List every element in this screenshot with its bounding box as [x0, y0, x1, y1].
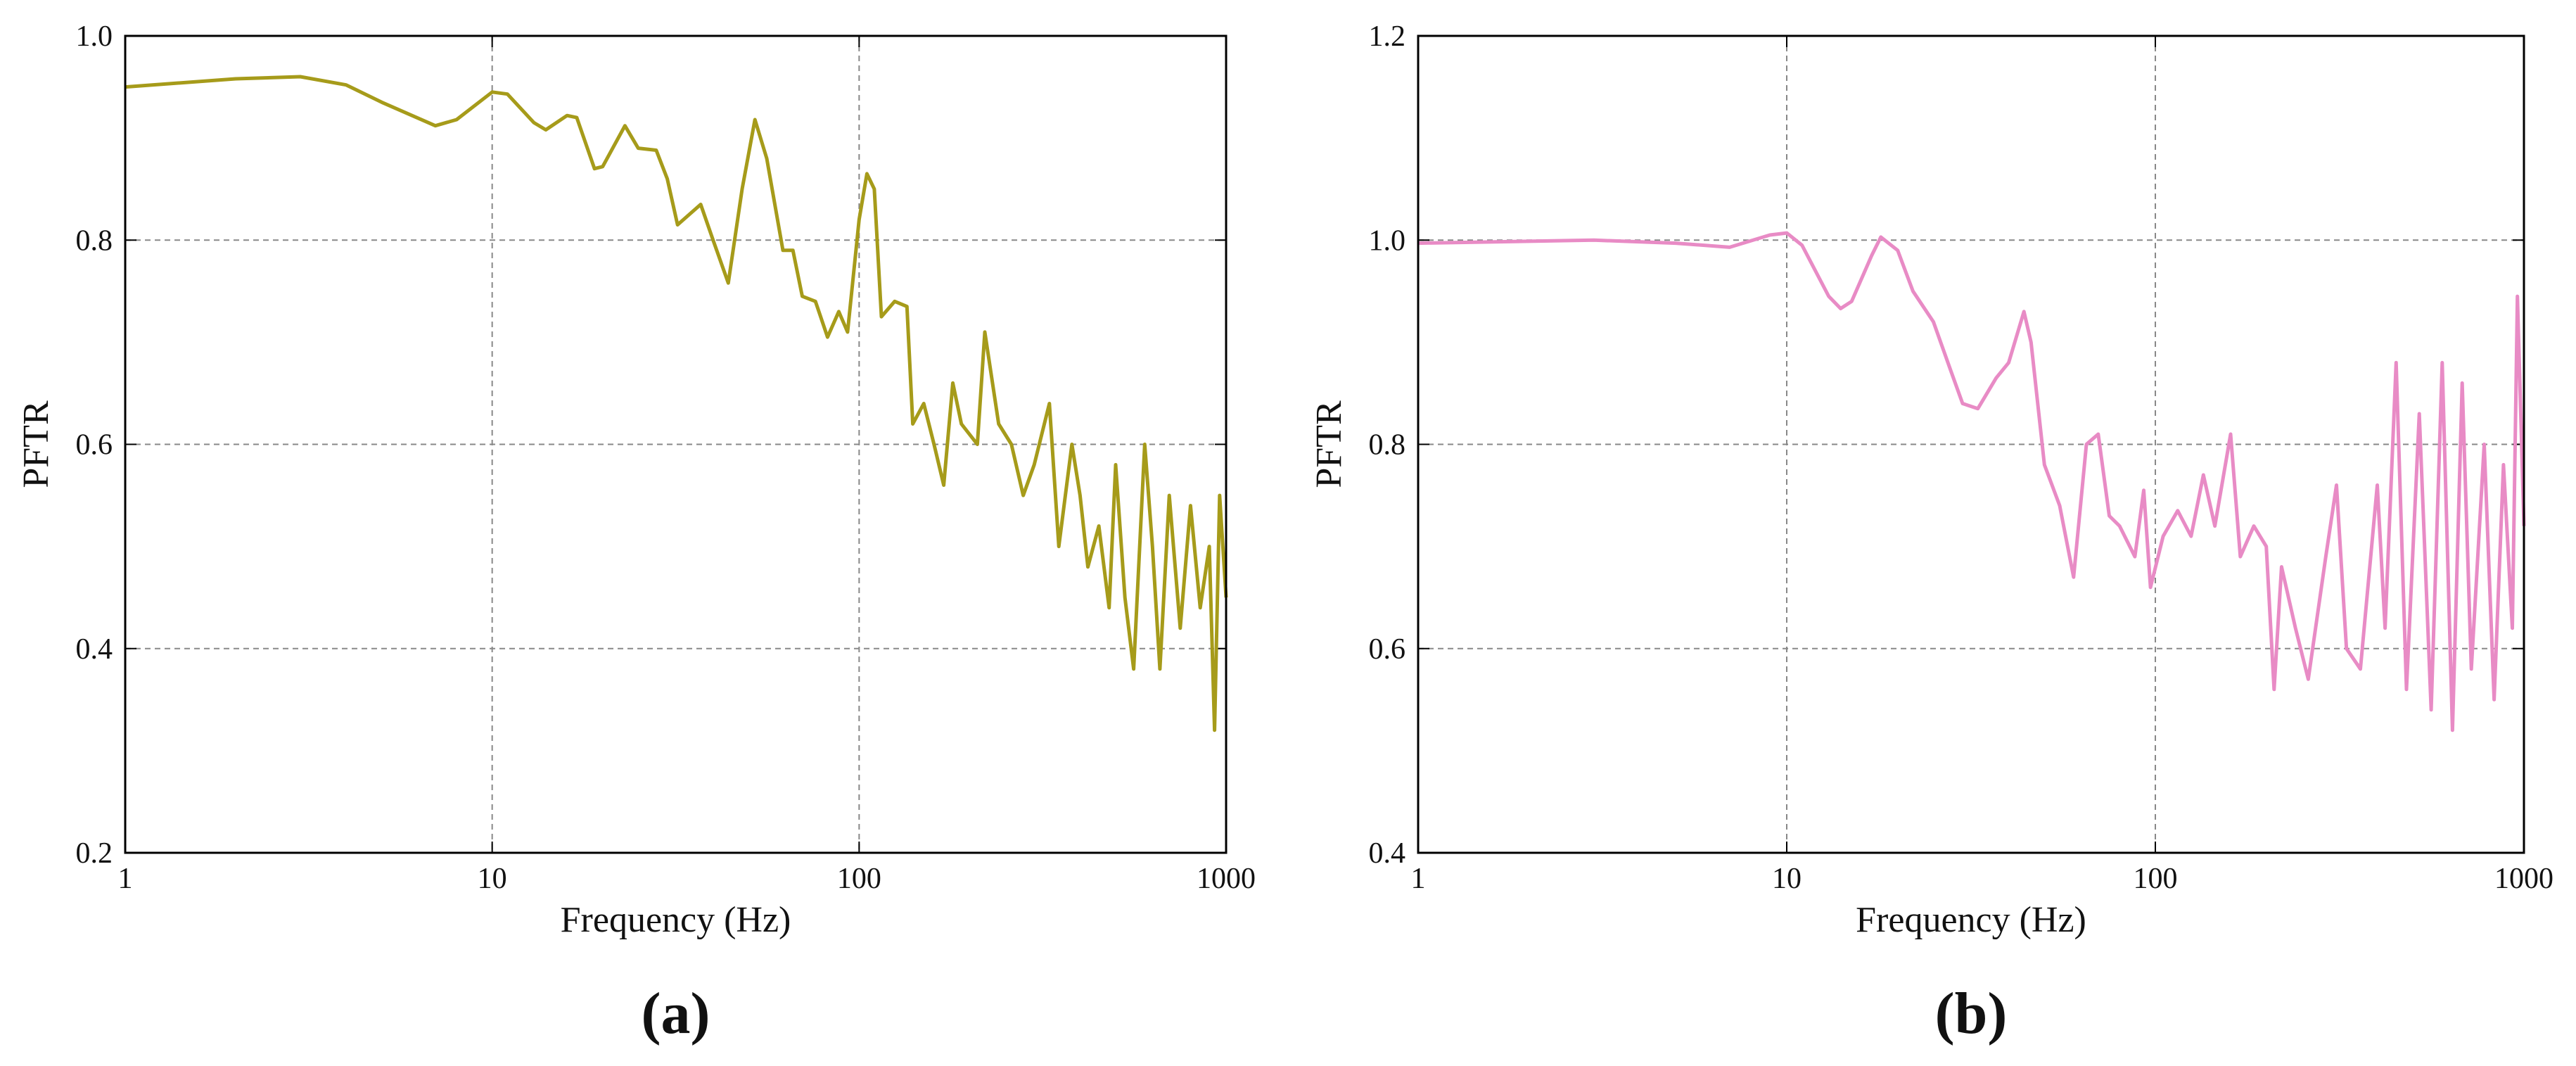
- y-tick-label: 1.0: [1369, 224, 1406, 257]
- x-tick-label: 10: [478, 863, 507, 895]
- y-axis-label: PFTR: [16, 400, 56, 488]
- x-tick-label: 100: [837, 863, 881, 895]
- x-tick-label: 100: [2134, 863, 2178, 895]
- y-tick-label: 1.0: [76, 20, 113, 53]
- x-axis-label: Frequency (Hz): [561, 900, 791, 940]
- x-tick-label: 1000: [1197, 863, 1256, 895]
- x-tick-label: 1: [118, 863, 133, 895]
- x-axis-label: Frequency (Hz): [1856, 900, 2086, 940]
- panel-label: (a): [642, 981, 710, 1046]
- y-tick-label: 0.8: [1369, 429, 1406, 462]
- panel-label: (b): [1935, 981, 2008, 1046]
- plot-frame: [1417, 34, 2525, 854]
- y-tick-label: 0.6: [76, 429, 113, 462]
- x-tick-label: 1000: [2494, 863, 2553, 895]
- y-tick-label: 0.4: [1369, 837, 1406, 870]
- y-tick-label: 0.2: [76, 837, 113, 870]
- line-series: [125, 75, 1228, 732]
- plot-frame: [124, 34, 1228, 854]
- y-tick-label: 0.4: [76, 633, 113, 666]
- x-tick-label: 1: [1411, 863, 1426, 895]
- x-tick-label: 10: [1772, 863, 1802, 895]
- y-tick-label: 0.8: [76, 224, 113, 257]
- y-axis-label: PFTR: [1309, 400, 1349, 488]
- line-series: [1417, 231, 2526, 732]
- y-tick-label: 1.2: [1369, 20, 1406, 53]
- y-tick-label: 0.6: [1369, 633, 1406, 666]
